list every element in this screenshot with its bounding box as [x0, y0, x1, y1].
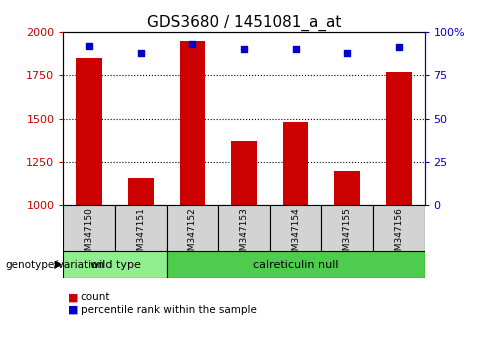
Point	[188, 41, 196, 47]
Text: GSM347153: GSM347153	[240, 207, 248, 263]
Bar	[386, 72, 412, 205]
Text: GSM347152: GSM347152	[188, 207, 197, 262]
Point	[137, 50, 145, 56]
Text: GSM347156: GSM347156	[394, 207, 403, 263]
Bar	[334, 171, 360, 205]
Point	[85, 43, 93, 48]
Bar	[166, 205, 218, 251]
Bar	[218, 205, 270, 251]
Point	[343, 50, 351, 56]
Text: count: count	[81, 292, 110, 302]
Bar	[322, 205, 373, 251]
Bar	[166, 251, 425, 278]
Text: GSM347155: GSM347155	[343, 207, 352, 263]
Bar	[180, 41, 205, 205]
Title: GDS3680 / 1451081_a_at: GDS3680 / 1451081_a_at	[147, 14, 341, 30]
Text: GSM347151: GSM347151	[136, 207, 145, 263]
Text: GSM347154: GSM347154	[291, 207, 300, 262]
Text: calreticulin null: calreticulin null	[253, 259, 338, 270]
Bar	[63, 251, 166, 278]
Point	[240, 46, 248, 52]
Bar	[115, 205, 166, 251]
Bar	[63, 205, 115, 251]
Point	[292, 46, 300, 52]
Bar	[373, 205, 425, 251]
Text: genotype/variation: genotype/variation	[5, 259, 104, 270]
Text: wild type: wild type	[90, 259, 141, 270]
Text: GSM347150: GSM347150	[85, 207, 94, 263]
Text: percentile rank within the sample: percentile rank within the sample	[81, 305, 256, 315]
Bar	[128, 178, 154, 205]
Text: ■: ■	[68, 292, 79, 302]
Bar	[231, 141, 257, 205]
Text: ■: ■	[68, 305, 79, 315]
Bar	[76, 58, 102, 205]
Bar	[283, 122, 308, 205]
Bar	[270, 205, 322, 251]
Point	[395, 45, 403, 50]
